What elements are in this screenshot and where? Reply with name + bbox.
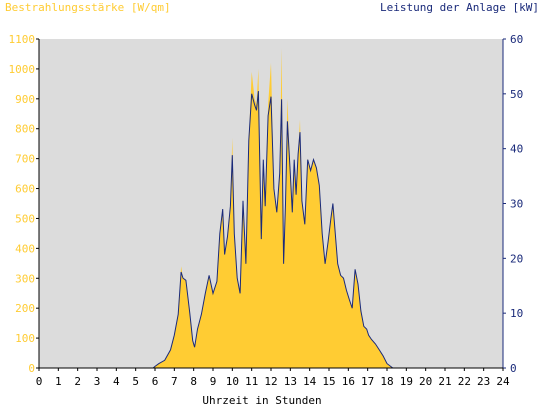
x-tick-label: 24 (496, 375, 510, 388)
power-line (39, 91, 503, 369)
x-tick-label: 6 (152, 375, 159, 388)
left-tick-labels: 0 100 200 300 400 500 600 700 800 900 1000 1100 (9, 33, 39, 375)
left-tick-label: 1100 (9, 33, 36, 46)
x-tick-label: 19 (400, 375, 413, 388)
right-tick-label: 40 (510, 143, 523, 156)
x-tick-labels: 0 1 2 3 4 5 6 7 8 9 10 11 12 13 14 15 16 17 18 19 20 21 22 23 24 (36, 368, 510, 388)
left-tick-label: 100 (15, 332, 35, 345)
x-tick-label: 3 (94, 375, 101, 388)
x-tick-label: 0 (36, 375, 43, 388)
left-tick-label: 900 (15, 93, 35, 106)
right-tick-label: 60 (510, 33, 523, 46)
right-tick-label: 0 (510, 362, 517, 375)
x-axis-title: Uhrzeit in Stunden (202, 394, 321, 407)
x-tick-label: 10 (226, 375, 239, 388)
x-tick-label: 13 (284, 375, 297, 388)
x-tick-label: 4 (113, 375, 120, 388)
right-tick-label: 20 (510, 252, 523, 265)
x-tick-label: 23 (477, 375, 490, 388)
left-tick-label: 400 (15, 242, 35, 255)
series-layer (39, 48, 503, 369)
x-tick-label: 14 (303, 375, 317, 388)
left-tick-label: 700 (15, 153, 35, 166)
x-tick-label: 2 (74, 375, 81, 388)
x-tick-label: 7 (171, 375, 178, 388)
x-tick-label: 15 (322, 375, 335, 388)
left-tick-label: 1000 (9, 63, 36, 76)
x-tick-label: 12 (264, 375, 277, 388)
left-tick-label: 500 (15, 212, 35, 225)
left-tick-label: 800 (15, 123, 35, 136)
left-axis-title: Bestrahlungsstärke [W/qm] (5, 1, 171, 14)
left-tick-label: 300 (15, 272, 35, 285)
x-tick-label: 17 (361, 375, 374, 388)
left-tick-label: 600 (15, 183, 35, 196)
right-tick-label: 10 (510, 307, 523, 320)
right-tick-label: 30 (510, 198, 523, 211)
x-tick-label: 21 (438, 375, 451, 388)
x-tick-label: 22 (458, 375, 471, 388)
x-tick-label: 8 (190, 375, 197, 388)
x-tick-label: 9 (210, 375, 217, 388)
x-tick-label: 16 (342, 375, 355, 388)
x-tick-label: 20 (419, 375, 432, 388)
x-tick-label: 11 (245, 375, 258, 388)
x-tick-label: 5 (132, 375, 139, 388)
left-tick-label: 200 (15, 302, 35, 315)
irradiance-area (39, 48, 503, 368)
right-tick-label: 50 (510, 88, 523, 101)
left-tick-label: 0 (28, 362, 35, 375)
x-tick-label: 18 (380, 375, 393, 388)
right-tick-labels: 0 10 20 30 40 50 60 (503, 33, 523, 375)
x-tick-label: 1 (55, 375, 62, 388)
right-axis-title: Leistung der Anlage [kW] (380, 1, 539, 14)
